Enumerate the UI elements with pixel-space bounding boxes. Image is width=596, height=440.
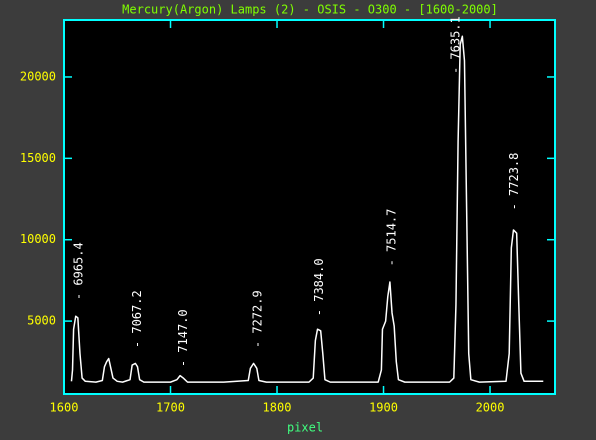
x-tick-label: 1900	[369, 401, 398, 415]
y-tick-label: 10000	[20, 232, 56, 246]
x-tick-label: 1700	[156, 401, 185, 415]
line-annotation: - 7635.1	[448, 16, 462, 74]
x-axis-label: pixel	[287, 421, 323, 435]
line-annotation: - 7147.0	[176, 309, 190, 367]
line-annotation: - 6965.4	[71, 242, 85, 300]
chart-title: Mercury(Argon) Lamps (2) - OSIS - O300 -…	[122, 3, 498, 17]
x-tick-label: 1800	[263, 401, 292, 415]
plot-frame	[63, 19, 556, 395]
y-tick-label: 5000	[27, 314, 56, 328]
line-annotation: - 7067.2	[130, 290, 144, 348]
y-tick-label: 15000	[20, 151, 56, 165]
spectrum-line	[70, 35, 544, 383]
x-tick-label: 2000	[476, 401, 505, 415]
line-annotation: - 7514.7	[385, 209, 399, 267]
line-annotation: - 7723.8	[507, 153, 521, 211]
x-tick-label: 1600	[50, 401, 79, 415]
line-annotation: - 7272.9	[250, 290, 264, 348]
y-tick-label: 20000	[20, 69, 56, 83]
line-annotation: - 7384.0	[312, 258, 326, 316]
